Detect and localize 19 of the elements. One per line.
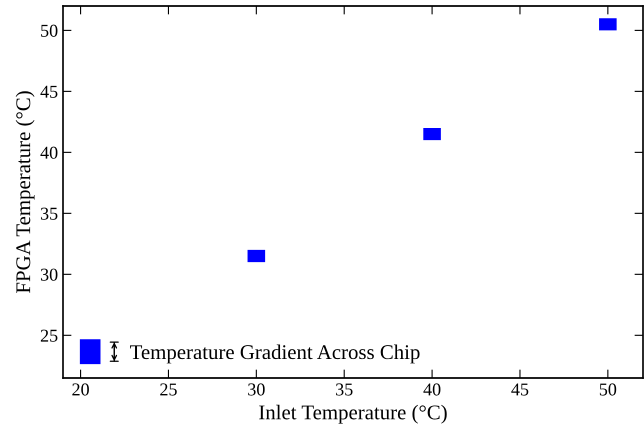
- x-tick-label: 40: [423, 383, 440, 396]
- y-tick-label: 40: [40, 146, 58, 159]
- x-tick-label: 30: [248, 383, 265, 396]
- y-tick-label: 35: [40, 208, 58, 220]
- x-tick-label: 20: [72, 383, 89, 396]
- bar: [248, 250, 266, 262]
- y-tick-label: 30: [40, 268, 58, 281]
- x-tick-label: 35: [336, 383, 353, 396]
- text: Temperature Gradient Across Chip: [130, 344, 420, 364]
- bar: [599, 18, 617, 30]
- x-axis-title: Inlet Temperature (°C): [259, 404, 447, 424]
- x-tick-label: 25: [160, 383, 177, 396]
- x-tick-label: 50: [600, 383, 616, 396]
- y-tick-label: 45: [40, 86, 58, 98]
- y-tick-label: 25: [40, 330, 58, 342]
- y-axis-title: FPGA Temperature (°C): [16, 91, 35, 294]
- x-tick-label: 45: [511, 384, 528, 396]
- y-tick-label: 50: [41, 24, 58, 37]
- bar: [423, 128, 441, 140]
